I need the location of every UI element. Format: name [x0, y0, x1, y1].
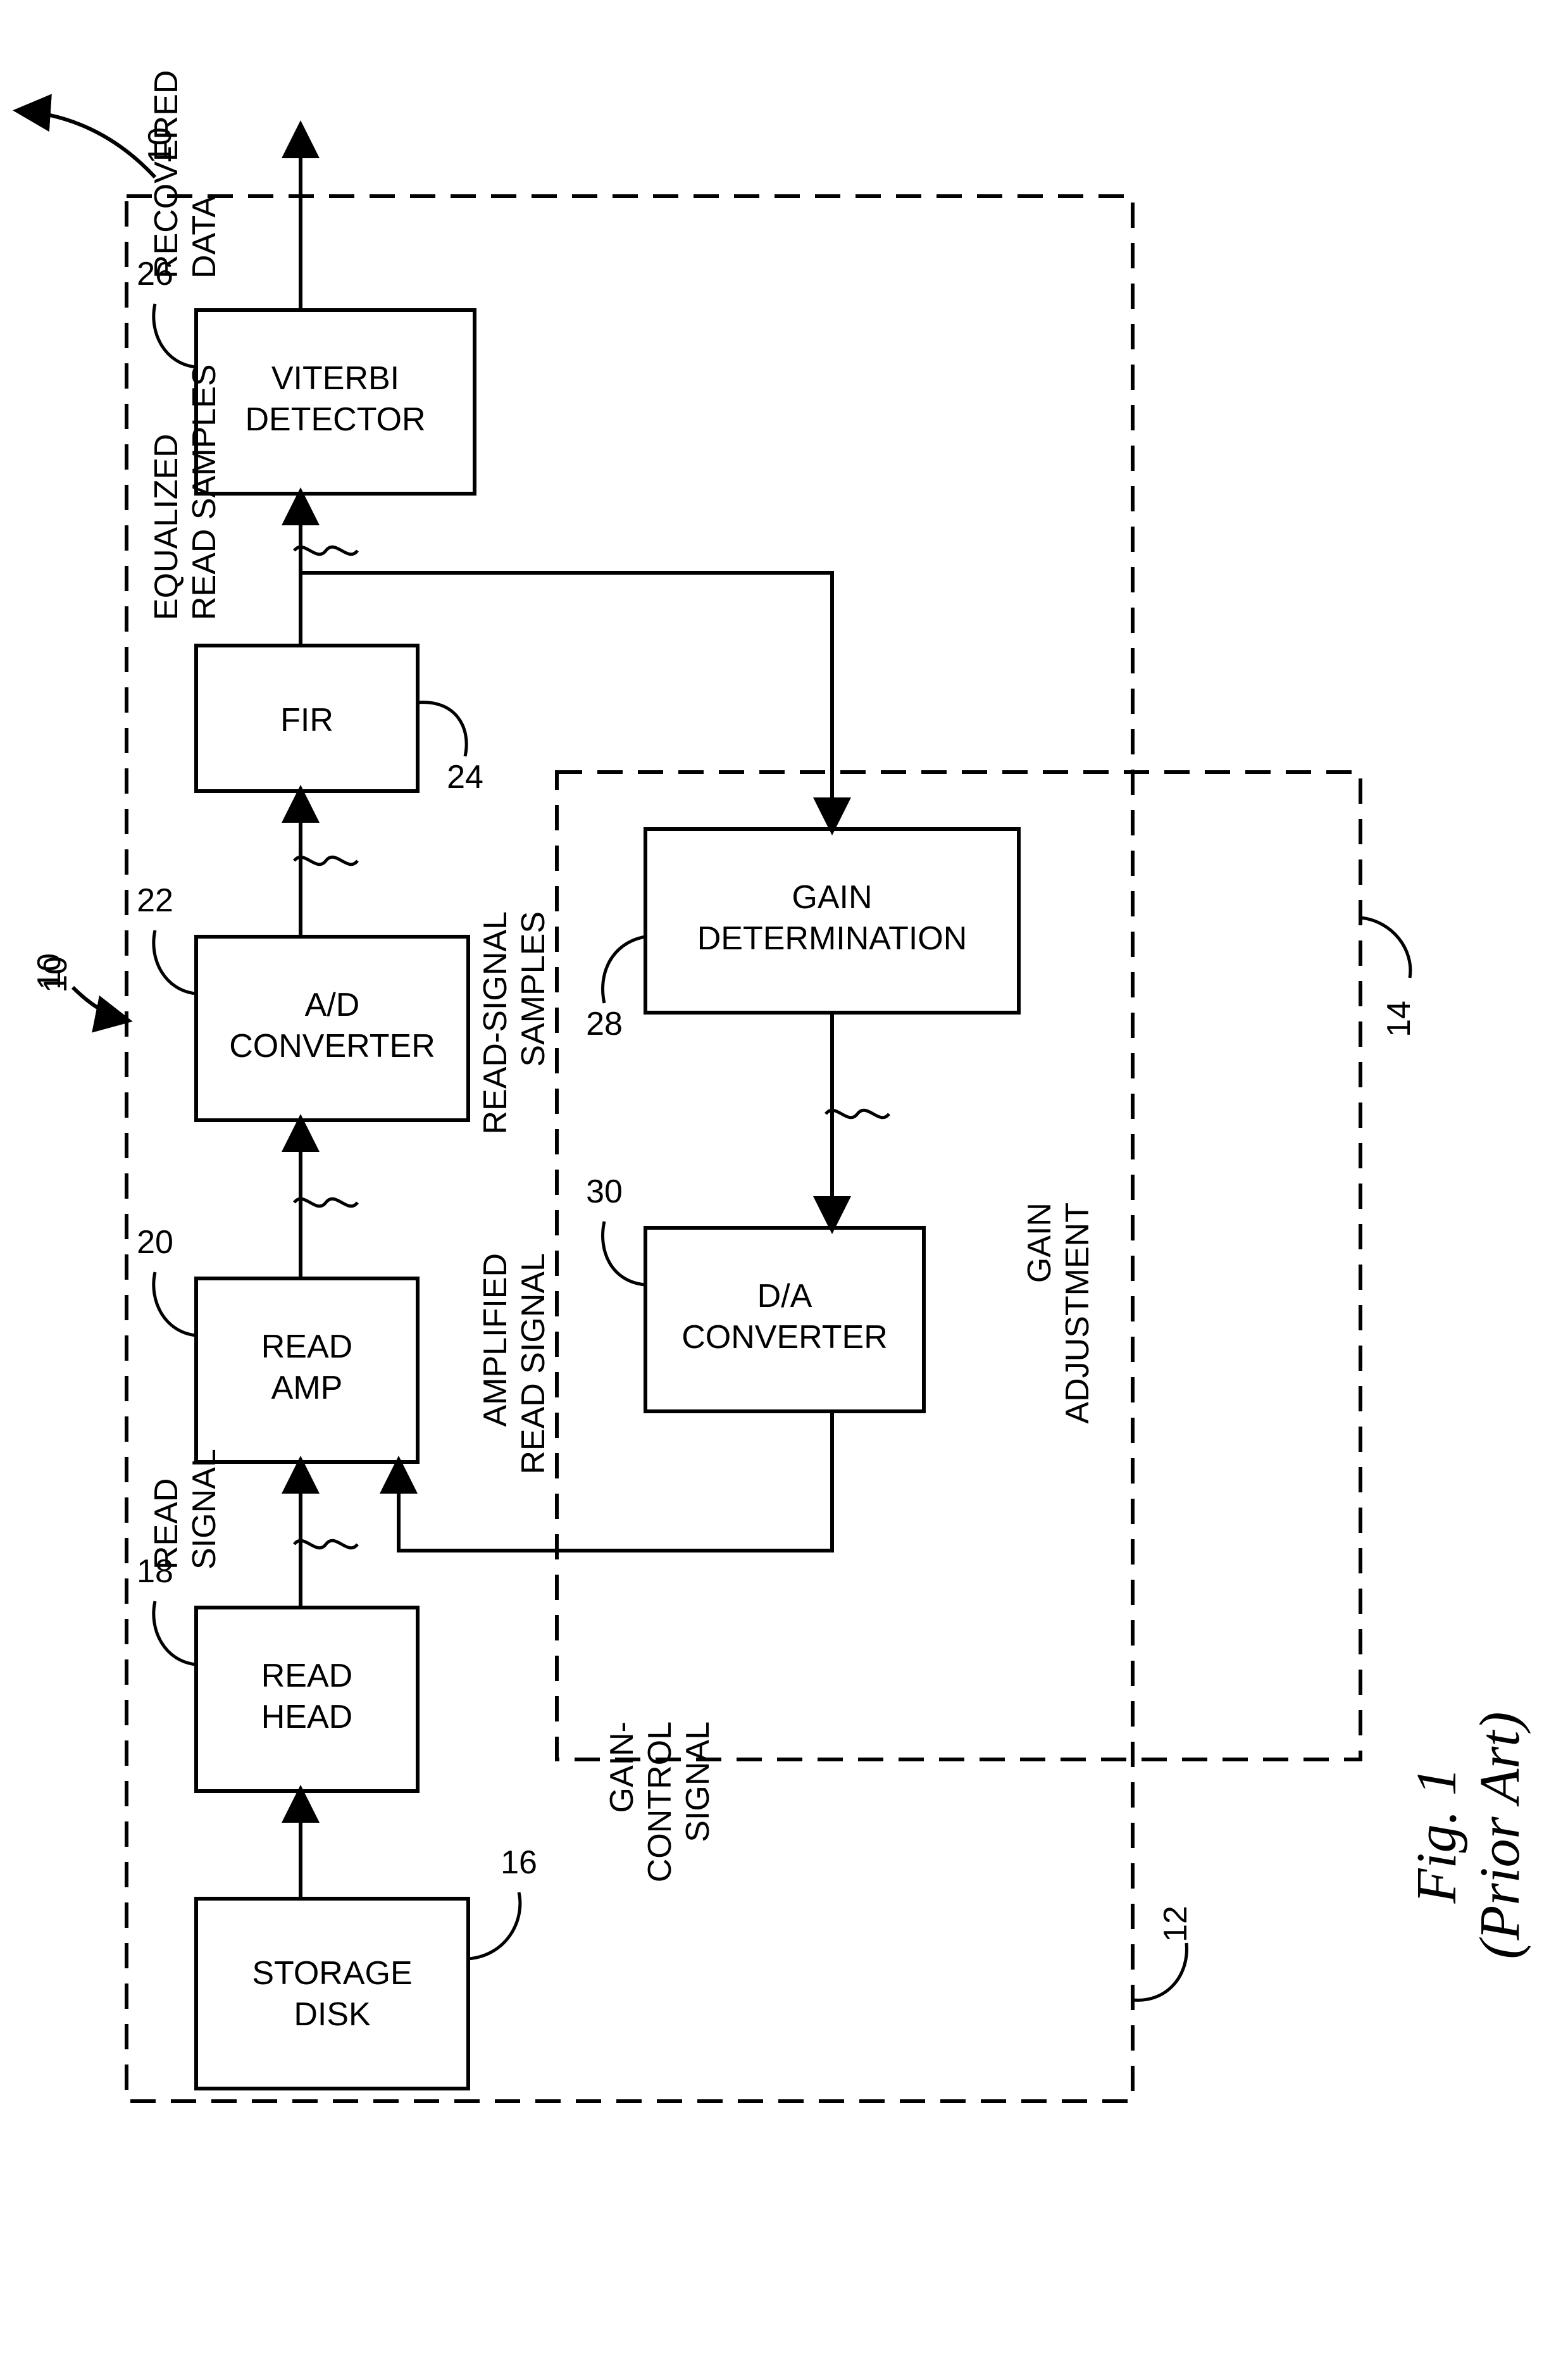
ref-30-lead [603, 1221, 645, 1285]
gain-det-block: GAIN DETERMINATION [645, 829, 1019, 1013]
ref-10: 10 [142, 127, 178, 164]
arrow-dac-to-amp [399, 1411, 832, 1551]
svg-text:Fig. 1: Fig. 1 [1405, 1768, 1468, 1904]
ref-22: 22 [137, 882, 173, 919]
amplified-squiggle [294, 1199, 358, 1206]
svg-text:READ SAMPLES: READ SAMPLES [186, 364, 223, 620]
ref-24: 24 [447, 759, 483, 796]
read-head-l2: HEAD [261, 1699, 352, 1735]
dac-l1: D/A [757, 1278, 812, 1315]
ref-10-arrow [19, 111, 155, 177]
svg-text:14: 14 [1381, 1001, 1417, 1037]
svg-text:DATA: DATA [186, 196, 223, 278]
ref-30: 30 [586, 1173, 623, 1210]
svg-text:12: 12 [1157, 1906, 1194, 1942]
fir-block: FIR [196, 646, 418, 791]
ref10: 10 [37, 956, 127, 1020]
svg-text:READ: READ [148, 1478, 185, 1570]
gain-ctrl-label: GAIN- CONTROL SIGNAL [604, 1721, 716, 1882]
svg-text:(Prior Art): (Prior Art) [1469, 1712, 1531, 1959]
svg-text:ADJUSTMENT: ADJUSTMENT [1059, 1202, 1096, 1424]
svg-text:CONTROL: CONTROL [642, 1721, 678, 1882]
storage-disk-block: STORAGE DISK [196, 1899, 468, 2089]
storage-disk-l1: STORAGE [252, 1955, 412, 1992]
dac-block: D/A CONVERTER [645, 1228, 924, 1411]
read-head-block: READ HEAD [196, 1608, 418, 1791]
svg-text:10: 10 [37, 956, 74, 993]
svg-text:READ SIGNAL: READ SIGNAL [515, 1253, 552, 1475]
viterbi-block: VITERBI DETECTOR [196, 310, 475, 494]
ref-26-lead [154, 304, 196, 367]
gain-adj-label: GAIN ADJUSTMENT [1021, 1202, 1096, 1424]
svg-text:AMPLIFIED: AMPLIFIED [477, 1253, 514, 1427]
gain-det-l2: DETERMINATION [697, 920, 968, 957]
ref-24-lead [418, 703, 466, 756]
ref-20-lead [154, 1272, 196, 1335]
read-samples-squiggle [294, 857, 358, 865]
equalized-squiggle [294, 547, 358, 554]
figure-title: Fig. 1 (Prior Art) [1405, 1712, 1531, 1959]
read-signal-squiggle [294, 1540, 358, 1548]
gain-adj-squiggle [826, 1110, 889, 1118]
ref-18-lead [154, 1601, 196, 1665]
amplified-label: AMPLIFIED READ SIGNAL [477, 1253, 552, 1475]
dac-l2: CONVERTER [681, 1319, 888, 1356]
adc-l1: A/D [305, 987, 360, 1023]
svg-text:EQUALIZED: EQUALIZED [148, 434, 185, 620]
read-amp-block: READ AMP [196, 1278, 418, 1462]
svg-text:GAIN: GAIN [1021, 1202, 1058, 1283]
viterbi-l1: VITERBI [271, 360, 399, 397]
svg-text:SIGNAL: SIGNAL [186, 1449, 223, 1570]
adc-block: A/D CONVERTER [196, 937, 468, 1120]
ref-22-lead [154, 930, 196, 994]
ref-28: 28 [586, 1006, 623, 1042]
read-signal-label: READ SIGNAL [148, 1449, 223, 1570]
ref-14: 14 [1360, 918, 1417, 1037]
ref-16-lead [468, 1892, 520, 1959]
viterbi-l2: DETECTOR [245, 401, 425, 438]
adc-l2: CONVERTER [229, 1028, 435, 1065]
figure-block-diagram: STORAGE DISK 16 READ HEAD 18 READ AMP 20… [0, 0, 1568, 2355]
read-amp-l1: READ [261, 1328, 352, 1365]
svg-text:GAIN-: GAIN- [604, 1721, 640, 1813]
svg-text:SIGNAL: SIGNAL [680, 1721, 716, 1842]
svg-text:SAMPLES: SAMPLES [515, 911, 552, 1067]
read-amp-l2: AMP [271, 1370, 343, 1406]
ref-16: 16 [501, 1844, 537, 1881]
ref-12: 12 [1133, 1906, 1194, 2000]
ref-28-lead [603, 937, 645, 1003]
storage-disk-l2: DISK [294, 1996, 371, 2033]
read-head-l1: READ [261, 1658, 352, 1694]
read-samples-label: READ-SIGNAL SAMPLES [477, 911, 552, 1135]
recovered-label: RECOVERED DATA [148, 70, 223, 278]
gain-det-l1: GAIN [792, 879, 872, 916]
svg-text:READ-SIGNAL: READ-SIGNAL [477, 911, 514, 1135]
fir-l1: FIR [280, 702, 333, 739]
ref-20: 20 [137, 1224, 173, 1261]
equalized-label: EQUALIZED READ SAMPLES [148, 364, 223, 620]
